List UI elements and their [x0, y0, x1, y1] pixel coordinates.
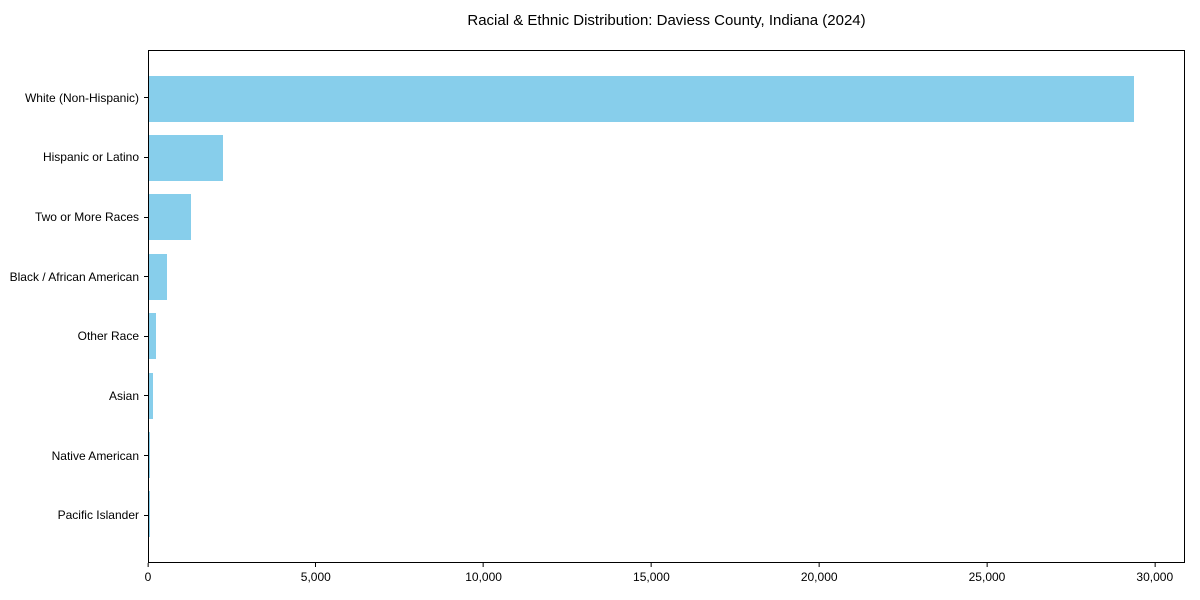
y-tick-label-asian: Asian — [108, 388, 139, 403]
y-label-row: Hispanic or Latino — [0, 128, 148, 188]
x-tick-mark — [147, 563, 149, 567]
bar-native-american — [149, 431, 151, 478]
x-tick-mark — [315, 563, 317, 567]
bar-row — [149, 485, 1184, 544]
y-tick-mark — [144, 395, 148, 397]
x-tick: 10,000 — [465, 563, 502, 584]
y-tick-label-white-non-hispanic: White (Non-Hispanic) — [24, 90, 139, 105]
plot-area — [148, 50, 1185, 563]
x-tick: 5,000 — [301, 563, 331, 584]
y-axis: White (Non-Hispanic) Hispanic or Latino Tw… — [0, 50, 148, 563]
x-tick: 30,000 — [1136, 563, 1173, 584]
y-tick-mark — [144, 335, 148, 337]
y-tick-label-black-african-american: Black / African American — [9, 269, 139, 284]
bar-black-african-american — [149, 253, 168, 300]
bar-asian — [149, 372, 153, 419]
x-tick: 0 — [144, 563, 152, 584]
bar-white-non-hispanic — [149, 75, 1134, 122]
x-tick-label: 25,000 — [968, 570, 1006, 584]
x-tick-mark — [1154, 563, 1156, 567]
y-label-row: White (Non-Hispanic) — [0, 68, 148, 128]
bar-row — [149, 69, 1184, 128]
y-tick-mark — [144, 514, 148, 516]
bar-row — [149, 307, 1184, 366]
x-tick: 15,000 — [633, 563, 670, 584]
bar-hispanic-or-latino — [149, 135, 223, 182]
x-tick-mark — [650, 563, 652, 567]
bar-row — [149, 366, 1184, 425]
y-tick-label-hispanic-or-latino: Hispanic or Latino — [42, 150, 139, 165]
x-tick-label: 10,000 — [465, 570, 502, 584]
y-tick-mark — [144, 276, 148, 278]
x-tick: 20,000 — [801, 563, 838, 584]
y-label-row: Asian — [0, 366, 148, 426]
y-tick-label-native-american: Native American — [51, 448, 139, 463]
x-tick-label: 0 — [144, 570, 152, 584]
y-tick-mark — [144, 97, 148, 99]
x-tick-mark — [818, 563, 820, 567]
bar-other-race — [149, 313, 157, 360]
x-tick: 25,000 — [968, 563, 1006, 584]
y-label-row: Native American — [0, 426, 148, 486]
bar-row — [149, 247, 1184, 306]
bar-two-or-more-races — [149, 194, 191, 241]
x-tick-mark — [483, 563, 485, 567]
x-tick-label: 30,000 — [1136, 570, 1174, 584]
y-label-row: Pacific Islander — [0, 485, 148, 545]
chart-title: Racial & Ethnic Distribution: Daviess Co… — [467, 12, 866, 29]
y-tick-mark — [144, 156, 148, 158]
x-axis: 0 5,000 10,000 15,000 20,000 25,000 30,000 — [144, 563, 1185, 593]
y-tick-label-pacific-islander: Pacific Islander — [57, 508, 139, 523]
bar-row — [149, 128, 1184, 187]
x-tick-label: 15,000 — [633, 570, 670, 584]
x-tick-label: 20,000 — [800, 570, 838, 584]
y-label-row: Black / African American — [0, 247, 148, 307]
bar-row — [149, 188, 1184, 247]
x-tick-mark — [986, 563, 988, 567]
y-tick-label-other-race: Other Race — [77, 329, 139, 344]
bar-row — [149, 425, 1184, 484]
y-tick-mark — [144, 216, 148, 218]
y-label-row: Two or More Races — [0, 187, 148, 247]
y-tick-label-two-or-more-races: Two or More Races — [34, 210, 139, 225]
y-label-row: Other Race — [0, 307, 148, 367]
x-tick-label: 5,000 — [300, 570, 331, 584]
y-tick-mark — [144, 455, 148, 457]
